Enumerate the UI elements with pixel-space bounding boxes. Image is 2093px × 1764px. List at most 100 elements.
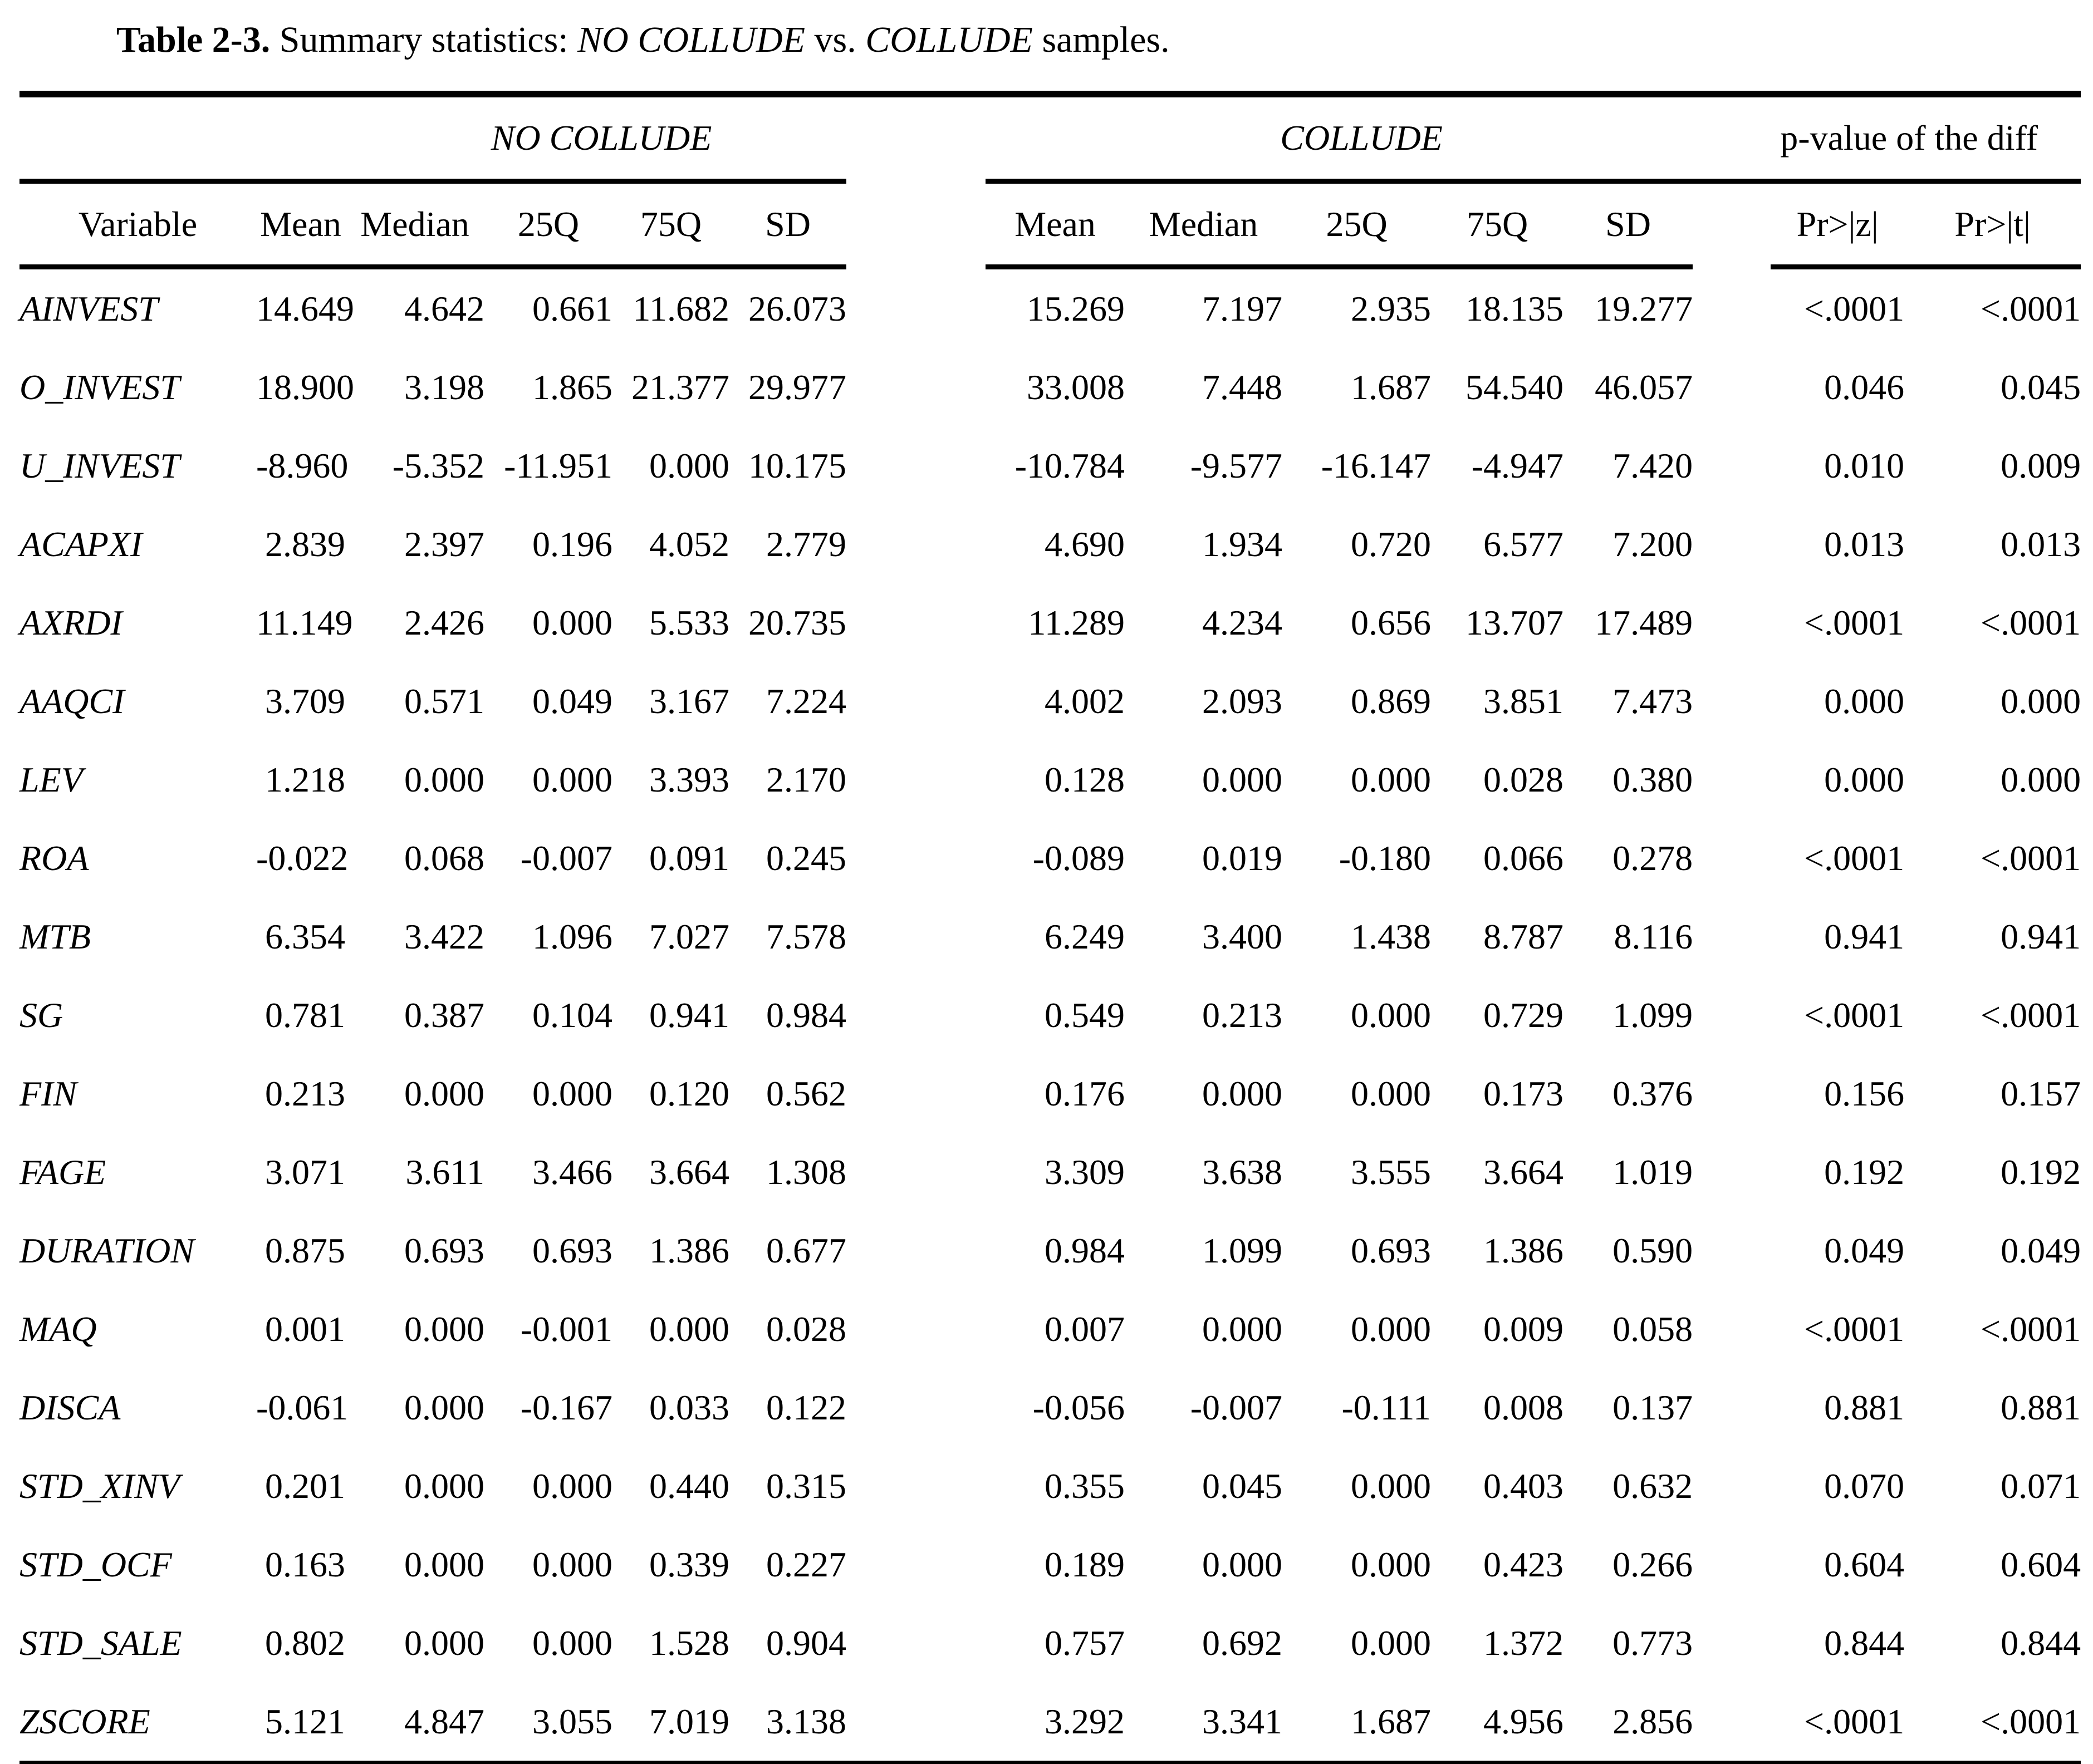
cell-nc-25q: -0.007	[520, 838, 612, 878]
cell-nc-median: 0.000	[404, 1073, 484, 1113]
column-gap	[1693, 348, 1771, 426]
cell-pr-t: <.0001	[1904, 1682, 2081, 1764]
cell-variable: STD_XINV	[19, 1466, 180, 1506]
cell-c-25q: 1.687	[1282, 1682, 1432, 1764]
cell-c-sd: 46.057	[1595, 367, 1693, 407]
cell-pr-z: 0.941	[1824, 916, 1905, 956]
cell-nc-75q: 0.000	[649, 445, 729, 485]
cell-pr-z: 0.000	[1824, 759, 1905, 799]
column-gap	[846, 1525, 986, 1604]
column-gap	[846, 1368, 986, 1447]
table-row: STD_SALE 0.802 0.000 0.000 1.528 0.904 0.757 0.…	[19, 1604, 2081, 1682]
cell-nc-median: 0.000	[404, 1309, 484, 1349]
column-gap	[1693, 897, 1771, 976]
cell-pr-t: 0.604	[2001, 1544, 2081, 1584]
column-gap	[846, 1290, 986, 1368]
cell-c-mean: 33.008	[1027, 367, 1125, 407]
cell-c-median: 7.448	[1202, 367, 1283, 407]
cell-nc-75q: 1.528	[649, 1623, 729, 1663]
column-gap	[1693, 740, 1771, 819]
column-gap	[846, 976, 986, 1054]
cell-nc-sd: 7.224	[766, 681, 847, 721]
column-gap	[846, 1447, 986, 1525]
cell-variable: O_INVEST	[19, 367, 180, 407]
cell-c-75q: 13.707	[1465, 602, 1564, 642]
cell-c-25q: -0.111	[1341, 1387, 1432, 1427]
cell-pr-t: <.0001	[1981, 838, 2081, 878]
cell-nc-25q: -0.167	[520, 1387, 612, 1427]
cell-nc-75q: 0.440	[649, 1466, 729, 1506]
cell-c-median: 0.019	[1202, 838, 1283, 878]
cell-c-25q: 0.869	[1351, 681, 1432, 721]
column-gap	[1693, 181, 1771, 267]
column-gap	[846, 426, 986, 505]
cell-variable: FIN	[19, 1073, 77, 1113]
column-gap	[846, 505, 986, 583]
cell-c-75q: 0.423	[1483, 1544, 1564, 1584]
group-header-no-collude: NO COLLUDE	[256, 91, 847, 184]
cell-nc-mean: 11.149	[256, 602, 353, 642]
cell-c-median: 3.400	[1202, 916, 1283, 956]
cell-pr-t: <.0001	[1981, 995, 2081, 1035]
cell-nc-mean: 0.001	[265, 1309, 345, 1349]
cell-nc-sd: 3.138	[729, 1682, 847, 1764]
column-header-c-25q: 25Q	[1282, 181, 1432, 269]
cell-pr-t: 0.844	[2001, 1623, 2081, 1663]
caption-sample-collude: COLLUDE	[865, 19, 1033, 60]
cell-c-sd: 1.019	[1612, 1152, 1693, 1192]
cell-nc-median: -5.352	[392, 445, 484, 485]
caption-label: Table 2-3.	[116, 19, 271, 60]
column-header-c-median: Median	[1125, 181, 1283, 269]
table-row: MTB 6.354 3.422 1.096 7.027 7.578 6.249 3.400 1.…	[19, 897, 2081, 976]
column-gap	[846, 348, 986, 426]
cell-pr-t: 0.941	[2001, 916, 2081, 956]
cell-c-25q: 0.000	[1351, 1309, 1432, 1349]
column-gap	[1693, 819, 1771, 897]
cell-nc-75q: 1.386	[649, 1230, 729, 1270]
cell-nc-75q: 0.339	[649, 1544, 729, 1584]
cell-nc-median: 3.198	[404, 367, 484, 407]
cell-nc-sd: 0.122	[766, 1387, 847, 1427]
cell-pr-z: <.0001	[1804, 602, 1905, 642]
cell-pr-z: 0.844	[1824, 1623, 1905, 1663]
cell-nc-sd: 0.315	[766, 1466, 847, 1506]
cell-c-median: 7.197	[1202, 288, 1283, 328]
cell-c-25q: 0.000	[1351, 759, 1432, 799]
group-header-collude: COLLUDE	[986, 91, 1693, 184]
cell-c-median: 0.692	[1202, 1623, 1283, 1663]
cell-nc-sd: 26.073	[748, 288, 847, 328]
cell-nc-25q: 0.000	[532, 1466, 612, 1506]
cell-pr-t: 0.049	[2001, 1230, 2081, 1270]
column-gap	[1693, 1133, 1771, 1211]
table-caption: Table 2-3. Summary statistics: NO COLLUD…	[116, 12, 2093, 68]
cell-nc-mean: 1.218	[265, 759, 345, 799]
cell-c-mean: -0.089	[1032, 838, 1125, 878]
cell-c-mean: 4.002	[1045, 681, 1125, 721]
cell-c-median: 0.000	[1202, 1544, 1283, 1584]
cell-c-sd: 0.773	[1612, 1623, 1693, 1663]
cell-c-75q: 4.956	[1431, 1682, 1564, 1764]
cell-c-sd: 7.473	[1612, 681, 1693, 721]
column-gap	[1693, 976, 1771, 1054]
column-gap	[1693, 1447, 1771, 1525]
column-gap	[1693, 267, 1771, 348]
cell-nc-mean: 3.709	[265, 681, 345, 721]
cell-nc-75q: 21.377	[631, 367, 729, 407]
cell-pr-z: 0.156	[1824, 1073, 1905, 1113]
cell-c-75q: 0.009	[1483, 1309, 1564, 1349]
cell-pr-t: 0.000	[2001, 759, 2081, 799]
cell-c-75q: 3.851	[1483, 681, 1564, 721]
cell-pr-t: <.0001	[1981, 602, 2081, 642]
cell-pr-z: 0.013	[1824, 524, 1905, 564]
cell-c-median: 3.341	[1125, 1682, 1283, 1764]
cell-c-75q: 0.403	[1483, 1466, 1564, 1506]
cell-nc-median: 4.642	[404, 288, 484, 328]
cell-pr-t: 0.192	[2001, 1152, 2081, 1192]
cell-c-mean: -10.784	[1014, 445, 1125, 485]
cell-nc-25q: -11.951	[504, 445, 612, 485]
cell-c-median: 0.000	[1202, 1073, 1283, 1113]
cell-nc-25q: 0.196	[532, 524, 612, 564]
cell-variable: U_INVEST	[19, 445, 180, 485]
table-row: STD_XINV 0.201 0.000 0.000 0.440 0.315 0.355 0.…	[19, 1447, 2081, 1525]
column-gap	[1693, 1368, 1771, 1447]
